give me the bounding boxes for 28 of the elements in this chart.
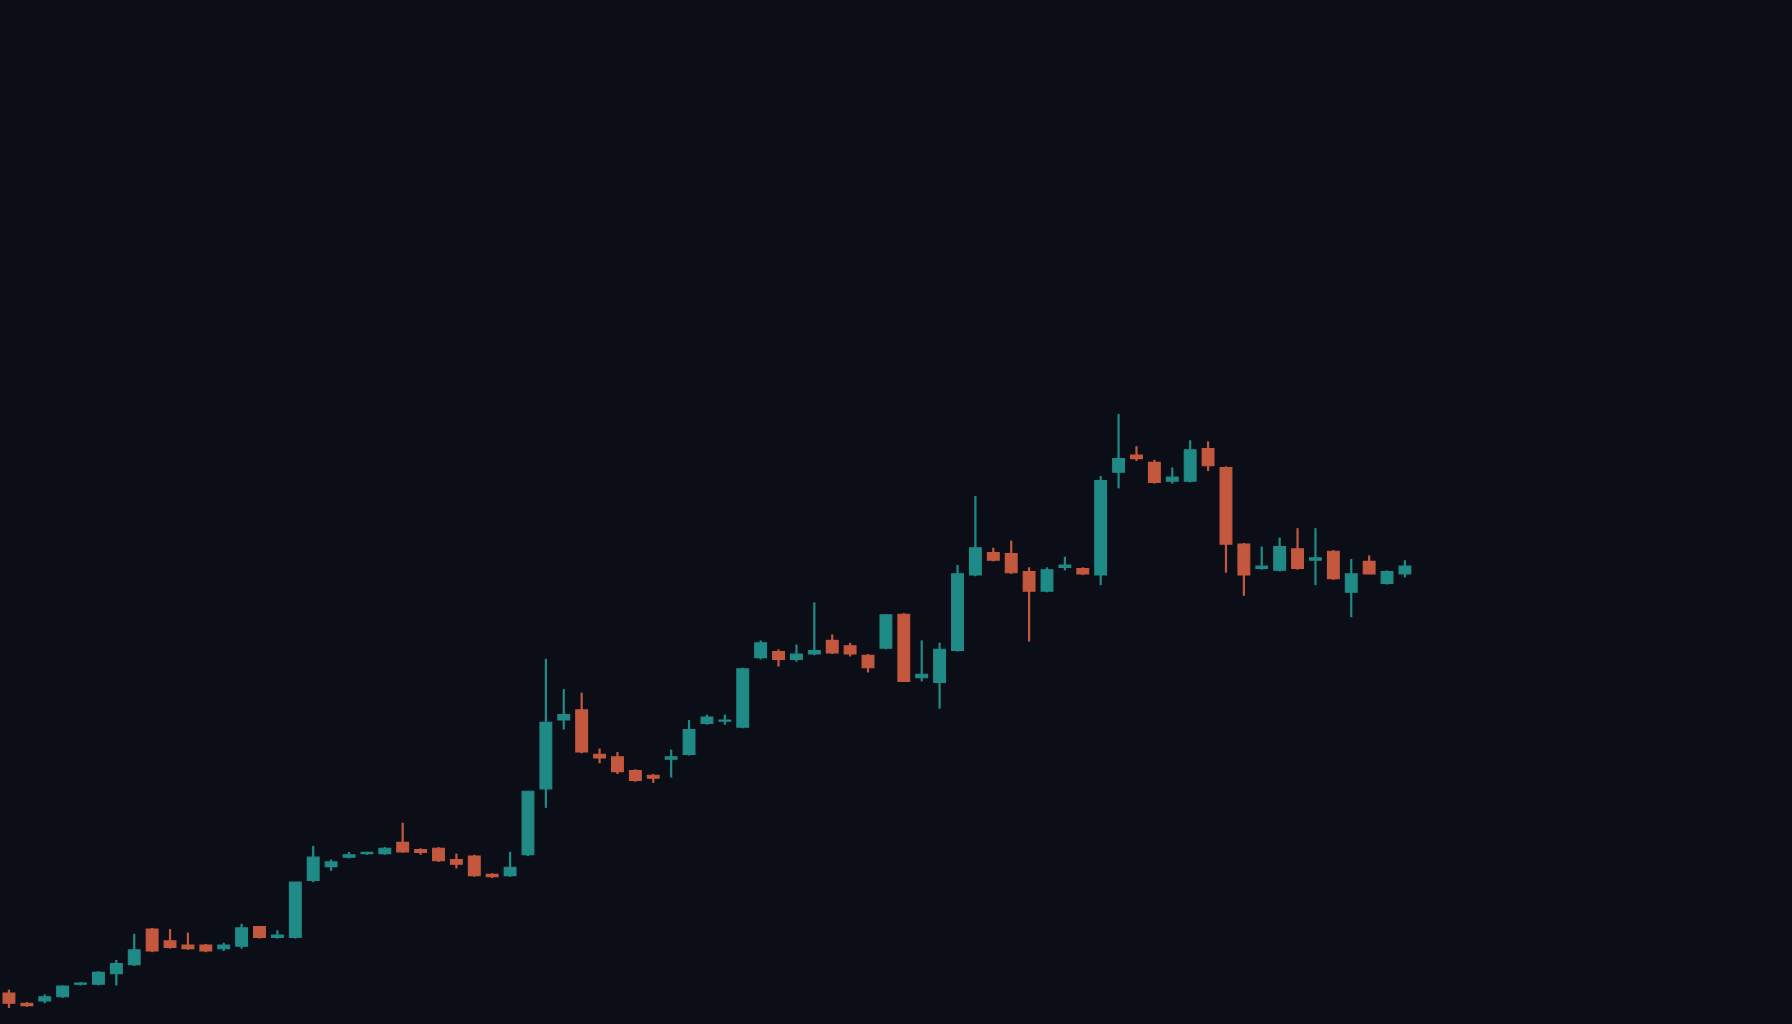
candlestick: [127, 932, 141, 967]
candlestick: [1130, 445, 1143, 463]
candlestick: [1112, 414, 1126, 490]
candlestick: [1022, 566, 1036, 643]
candlestick: [2, 988, 16, 1009]
candlestick: [1147, 458, 1161, 485]
candlestick: [1308, 527, 1322, 587]
candlestick: [610, 750, 624, 776]
candlestick: [1004, 539, 1018, 575]
candlestick: [1362, 554, 1376, 575]
candlestick: [1201, 440, 1215, 473]
candlestick: [1255, 545, 1269, 571]
candlestick: [109, 958, 123, 987]
candlestick: [1273, 536, 1287, 573]
candlestick: [1040, 566, 1054, 594]
candlestick: [306, 844, 320, 884]
candlestick: [1344, 557, 1358, 619]
candlestick: [593, 747, 607, 765]
candlestick: [396, 821, 410, 854]
candlestick: [503, 850, 517, 878]
candlestick: [807, 601, 821, 657]
candlestick: [163, 927, 177, 950]
candlestick: [235, 922, 249, 950]
candlestick: [664, 748, 678, 779]
candlestick: [754, 639, 768, 661]
candlestick: [861, 652, 875, 674]
candlestick: [557, 687, 571, 731]
candlestick: [1291, 527, 1305, 571]
